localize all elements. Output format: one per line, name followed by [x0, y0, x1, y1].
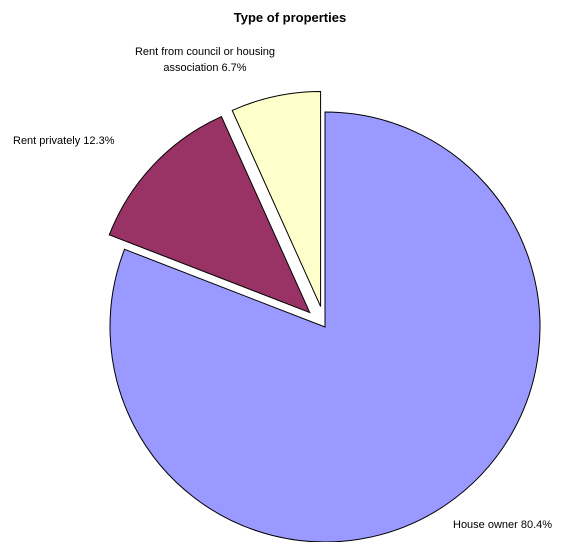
pie-slice-rent-privately: [108, 115, 311, 314]
slice-labels: House owner 80.4% Rent privately 12.3% R…: [13, 46, 552, 531]
slice-label-rent-council-line1: Rent from council or housing: [135, 46, 275, 58]
slice-label-house-owner: House owner 80.4%: [453, 519, 552, 531]
slice-label-rent-privately: Rent privately 12.3%: [13, 135, 115, 147]
pie-slices: [108, 90, 541, 543]
slice-label-rent-council-line2: association 6.7%: [163, 62, 246, 74]
pie-slice-house-owner: [109, 111, 541, 543]
chart-title: Type of properties: [234, 10, 346, 25]
pie-slice-rent-from-council-or-housing-association: [231, 90, 322, 307]
